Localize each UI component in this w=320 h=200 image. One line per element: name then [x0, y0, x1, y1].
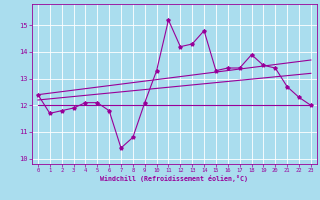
X-axis label: Windchill (Refroidissement éolien,°C): Windchill (Refroidissement éolien,°C) — [100, 175, 248, 182]
